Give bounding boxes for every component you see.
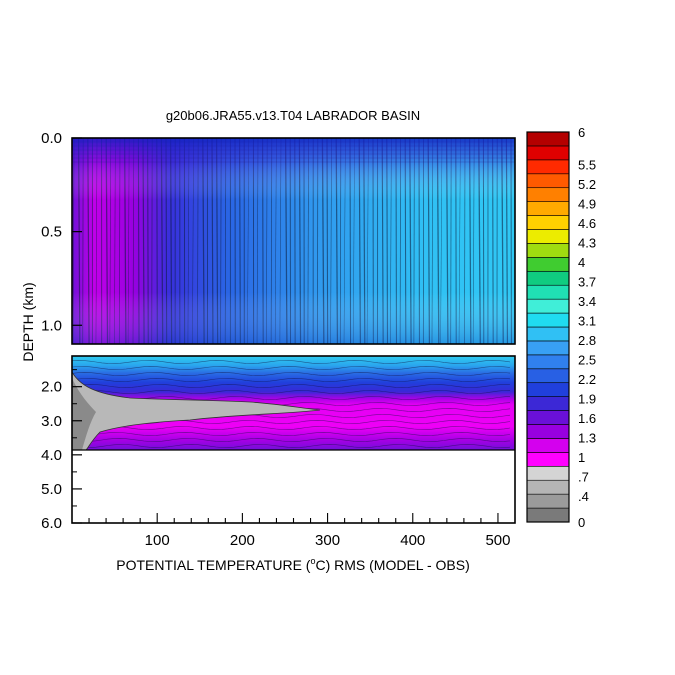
contour-line bbox=[72, 384, 511, 388]
lower-gray-region bbox=[72, 371, 321, 450]
upper-y-tick-label: 0.0 bbox=[41, 130, 62, 147]
colorbar-label: 4 bbox=[578, 255, 585, 270]
colorbar-label: .7 bbox=[578, 470, 589, 485]
upper-frame bbox=[71, 137, 516, 345]
lower-y-tick-label: 5.0 bbox=[41, 481, 62, 498]
lower-y-tick-label: 4.0 bbox=[41, 447, 62, 464]
colorbar-swatch bbox=[526, 284, 570, 300]
colorbar-label: 4.3 bbox=[578, 236, 596, 251]
x-axis: 100 200 300 400 500 bbox=[88, 513, 510, 549]
colorbar-swatch bbox=[526, 479, 570, 495]
colorbar-swatches bbox=[526, 131, 570, 523]
upper-y-tick-label: 1.0 bbox=[41, 317, 62, 334]
colorbar-swatch bbox=[526, 312, 570, 328]
colorbar-swatch bbox=[526, 354, 570, 370]
colorbar-swatch bbox=[526, 410, 570, 425]
x-tick-label: 100 bbox=[145, 532, 170, 549]
colorbar-swatch bbox=[526, 368, 570, 384]
colorbar-swatch bbox=[526, 493, 570, 509]
contour-line bbox=[72, 360, 511, 364]
upper-panel: 0.0 0.5 1.0 bbox=[41, 130, 516, 345]
colorbar-swatch bbox=[526, 382, 570, 397]
contour-line bbox=[72, 426, 511, 430]
lower-y-tick-label: 2.0 bbox=[41, 379, 62, 396]
colorbar-label: 6 bbox=[578, 125, 585, 140]
x-tick-label: 200 bbox=[230, 532, 255, 549]
colorbar-swatch bbox=[526, 438, 570, 453]
x-tick-label: 500 bbox=[485, 532, 510, 549]
colorbar-swatch bbox=[526, 424, 570, 439]
colorbar-swatch bbox=[526, 507, 570, 523]
colorbar-label: 5.5 bbox=[578, 158, 596, 173]
colorbar-label: 1 bbox=[578, 450, 585, 465]
upper-y-axis: 0.0 0.5 1.0 bbox=[41, 130, 82, 334]
colorbar-swatch bbox=[526, 270, 570, 286]
colorbar-label: 1.6 bbox=[578, 411, 596, 426]
colorbar-frame bbox=[526, 131, 570, 523]
contour-line bbox=[72, 390, 511, 394]
upper-y-tick-label: 0.5 bbox=[41, 224, 62, 241]
x-tick-label: 300 bbox=[315, 532, 340, 549]
colorbar-swatch bbox=[526, 187, 570, 202]
x-tick-label: 400 bbox=[400, 532, 425, 549]
colorbar-swatch bbox=[526, 173, 570, 189]
lower-y-tick-label: 3.0 bbox=[41, 413, 62, 430]
colorbar-swatch bbox=[526, 215, 570, 230]
colorbar-swatch bbox=[526, 229, 570, 244]
colorbar-label: 3.1 bbox=[578, 314, 596, 329]
colorbar-label: 4.6 bbox=[578, 216, 596, 231]
lower-gray-dark bbox=[72, 378, 96, 450]
colorbar-label: 5.2 bbox=[578, 177, 596, 192]
colorbar-swatch bbox=[526, 326, 570, 342]
colorbar-swatch bbox=[526, 465, 570, 481]
colorbar-swatch bbox=[526, 396, 570, 411]
colorbar-label: .4 bbox=[578, 489, 589, 504]
colorbar-swatch bbox=[526, 243, 570, 258]
contour-line bbox=[72, 438, 511, 442]
colorbar: 6 5.5 5.2 4.9 4.6 4.3 4 3.7 3.4 3.1 2.8 2.5 2.2 1.9 1.… bbox=[526, 125, 596, 530]
lower-y-tick-label: 6.0 bbox=[41, 515, 62, 532]
contour-line bbox=[72, 366, 511, 370]
colorbar-swatch bbox=[526, 201, 570, 216]
colorbar-label: 3.4 bbox=[578, 294, 596, 309]
colorbar-swatch bbox=[526, 340, 570, 356]
colorbar-label: 1.3 bbox=[578, 431, 596, 446]
colorbar-labels: 6 5.5 5.2 4.9 4.6 4.3 4 3.7 3.4 3.1 2.8 2.5 2.2 1.9 1.… bbox=[578, 125, 596, 530]
colorbar-label: 4.9 bbox=[578, 197, 596, 212]
x-axis-label: POTENTIAL TEMPERATURE (oC) RMS (MODEL - … bbox=[116, 556, 470, 573]
colorbar-swatch bbox=[526, 298, 570, 314]
contour-line bbox=[72, 432, 511, 436]
colorbar-label: 2.2 bbox=[578, 372, 596, 387]
colorbar-swatch bbox=[526, 145, 570, 161]
lower-panel: 2.0 3.0 4.0 5.0 6.0 100 200 300 400 500 bbox=[41, 355, 516, 549]
colorbar-label: 0 bbox=[578, 515, 585, 530]
colorbar-label: 3.7 bbox=[578, 275, 596, 290]
y-axis-label: DEPTH (km) bbox=[20, 282, 36, 361]
colorbar-swatch bbox=[526, 159, 570, 175]
colorbar-swatch bbox=[526, 131, 570, 147]
colorbar-label: 2.5 bbox=[578, 353, 596, 368]
contour-line bbox=[72, 378, 511, 382]
chart-title: g20b06.JRA55.v13.T04 LABRADOR BASIN bbox=[166, 108, 420, 123]
contour-line bbox=[72, 444, 511, 448]
colorbar-swatch bbox=[526, 452, 570, 467]
colorbar-swatch bbox=[526, 257, 570, 272]
colorbar-label: 1.9 bbox=[578, 392, 596, 407]
lower-y-axis: 2.0 3.0 4.0 5.0 6.0 bbox=[41, 369, 82, 532]
colorbar-label: 2.8 bbox=[578, 333, 596, 348]
contour-line bbox=[72, 372, 511, 376]
upper-field-shading bbox=[72, 138, 515, 344]
